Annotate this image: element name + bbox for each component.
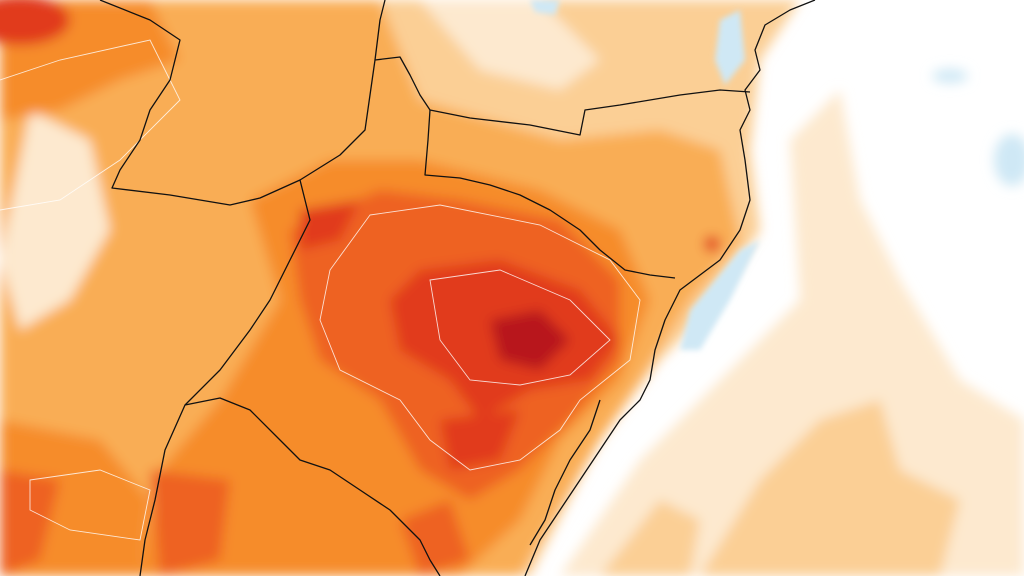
border-line <box>184 397 441 576</box>
contour-lines <box>0 39 641 541</box>
border-line <box>99 0 751 206</box>
coastal-lagoons <box>530 0 760 350</box>
coastline <box>524 0 816 576</box>
political-borders <box>99 0 816 576</box>
coastline <box>529 399 601 546</box>
land-anomaly-field <box>0 0 800 576</box>
border-line <box>374 0 386 61</box>
ocean-anomaly-field <box>560 69 1024 576</box>
border-line <box>139 179 311 576</box>
border-line <box>424 109 676 279</box>
